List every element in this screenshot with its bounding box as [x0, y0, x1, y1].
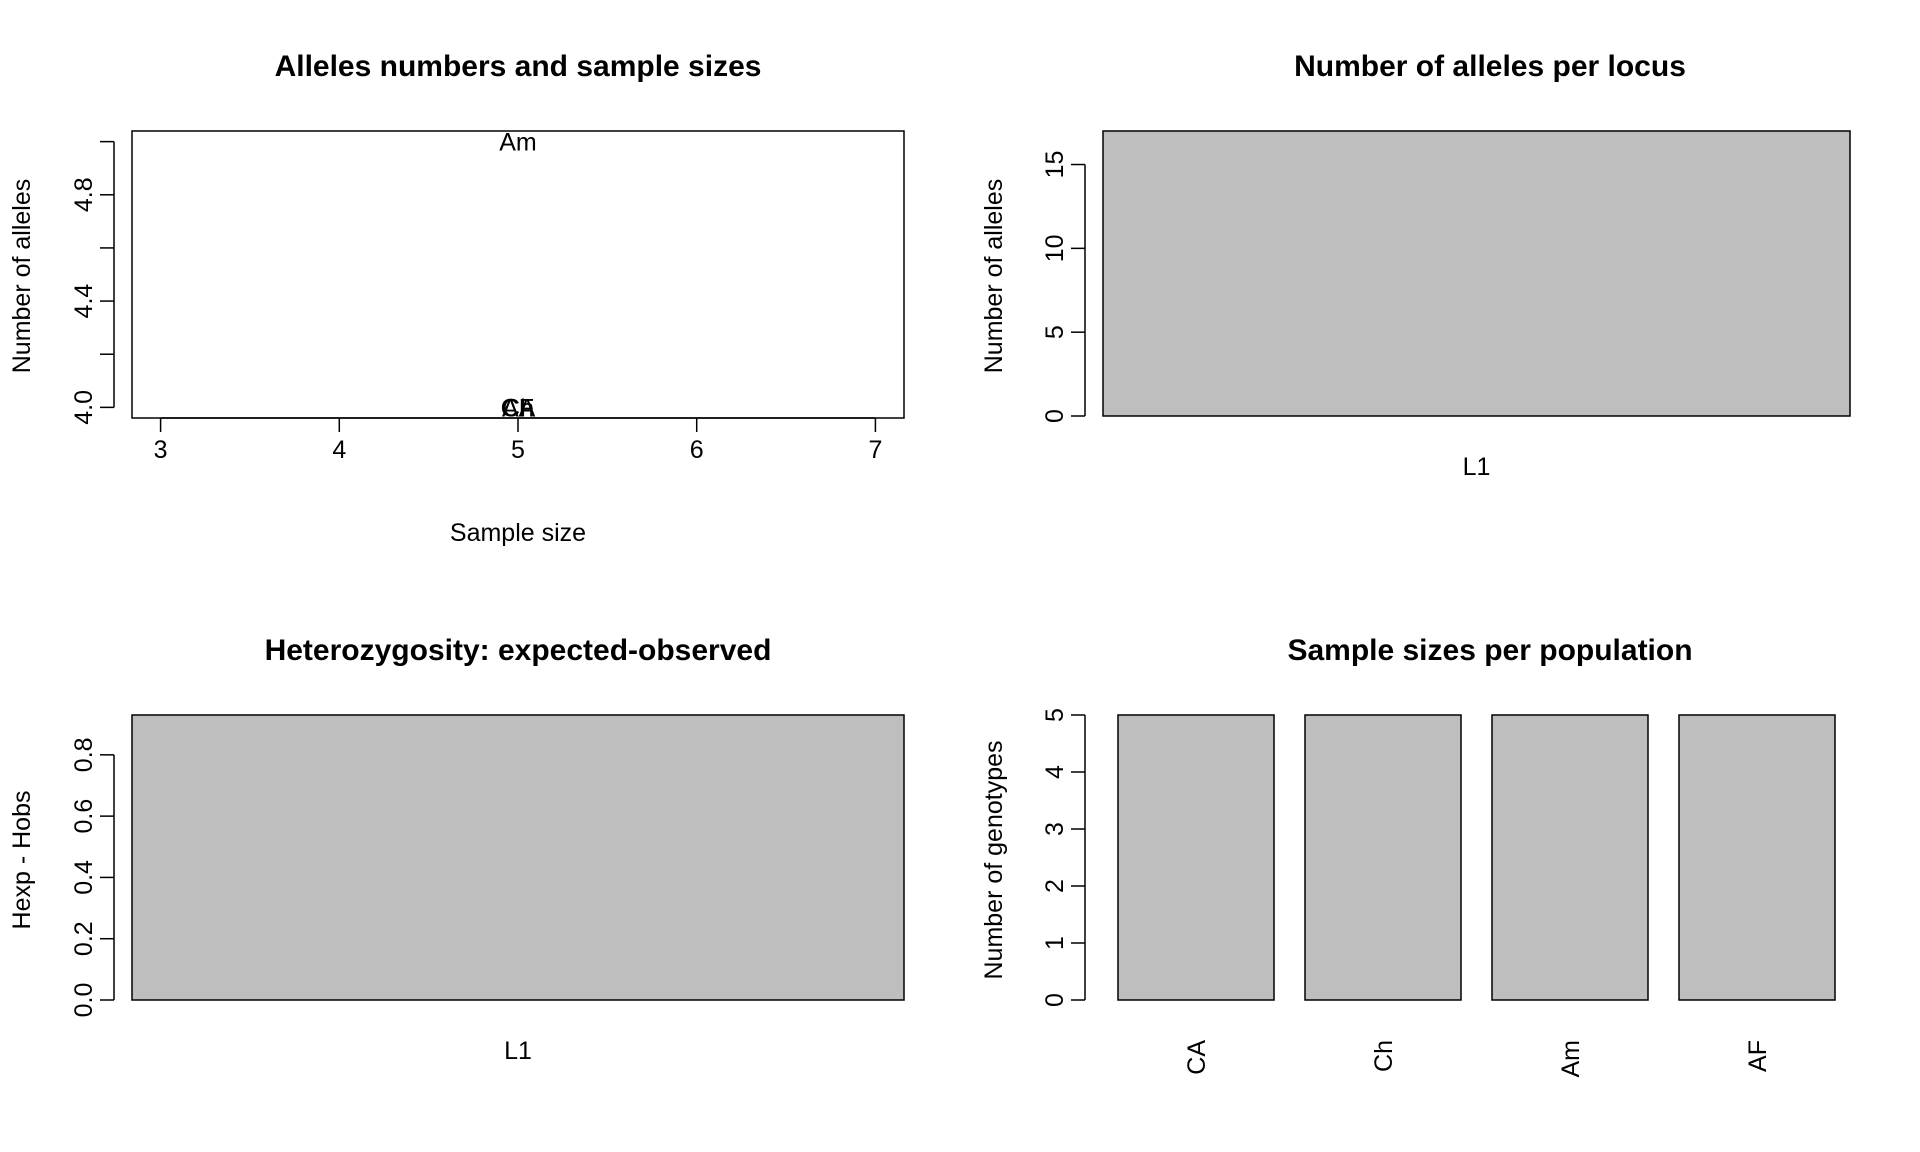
y-tick-label: 5 [1041, 325, 1069, 339]
y-tick-label: 0.8 [70, 737, 98, 772]
x-category-label: Ch [1370, 1040, 1398, 1072]
y-tick-label: 0.4 [70, 860, 98, 895]
point-label-ca: CA [501, 394, 536, 422]
y-axis-label: Hexp - Hobs [8, 791, 36, 930]
y-tick-label: 0 [1041, 409, 1069, 423]
y-tick-label: 15 [1041, 151, 1069, 179]
x-tick-label: 3 [154, 436, 168, 464]
panel-title: Number of alleles per locus [1294, 50, 1686, 83]
y-tick-label: 5 [1041, 708, 1069, 722]
y-tick-label: 4.4 [70, 284, 98, 319]
bar-am [1491, 714, 1649, 1001]
y-tick-label: 10 [1041, 234, 1069, 262]
x-tick-label: 6 [690, 436, 704, 464]
y-tick-label: 0 [1041, 993, 1069, 1007]
y-tick-label: 3 [1041, 822, 1069, 836]
panel-title: Alleles numbers and sample sizes [275, 50, 762, 83]
y-axis-label: Number of alleles [8, 179, 36, 374]
x-category-label: Am [1557, 1040, 1585, 1078]
y-axis-label: Number of genotypes [980, 740, 1008, 979]
bar-ca [1117, 714, 1275, 1001]
x-category-label: AF [1744, 1040, 1772, 1072]
y-tick-label: 1 [1041, 936, 1069, 950]
x-category-label: L1 [504, 1037, 532, 1065]
bar-ch [1304, 714, 1462, 1001]
y-tick-label: 2 [1041, 879, 1069, 893]
y-tick-label: 4.8 [70, 177, 98, 212]
y-tick-label: 4.0 [70, 390, 98, 425]
x-category-label: CA [1183, 1040, 1211, 1075]
panel-heterozygosity: Heterozygosity: expected-observed Hexp -… [8, 634, 905, 1065]
x-tick-label: 5 [511, 436, 525, 464]
y-axis-label: Number of alleles [980, 179, 1008, 374]
point-label-af: AF [502, 394, 534, 422]
bar-l1 [1102, 130, 1851, 417]
y-tick-label: 0.6 [70, 799, 98, 834]
y-tick-label: 0.2 [70, 921, 98, 956]
panel-alleles-vs-sample-size: Alleles numbers and sample sizes Sample … [8, 50, 905, 547]
bar-l1 [131, 714, 905, 1001]
bar-af [1678, 714, 1836, 1001]
y-tick-label: 0.0 [70, 983, 98, 1018]
x-category-label: L1 [1463, 453, 1491, 481]
x-tick-label: 4 [332, 436, 346, 464]
x-axis-label: Sample size [450, 519, 586, 547]
point-label-ch: Ch [502, 394, 534, 422]
y-tick-label: 4 [1041, 765, 1069, 779]
x-tick-label: 7 [868, 436, 882, 464]
panel-sample-sizes-per-population: Sample sizes per population Number of ge… [980, 634, 1836, 1078]
point-label-am: Am [499, 129, 537, 157]
panel-title: Heterozygosity: expected-observed [265, 634, 772, 667]
panel-alleles-per-locus: Number of alleles per locus Number of al… [980, 50, 1851, 481]
panel-title: Sample sizes per population [1287, 634, 1692, 667]
